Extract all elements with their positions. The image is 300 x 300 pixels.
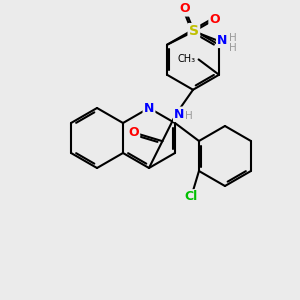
Text: N: N: [144, 101, 154, 115]
Text: O: O: [210, 13, 220, 26]
Text: CH₃: CH₃: [178, 55, 196, 64]
Text: Cl: Cl: [184, 190, 198, 203]
Text: H: H: [185, 111, 193, 121]
Text: N: N: [174, 108, 184, 121]
Text: H: H: [229, 33, 237, 43]
Text: H: H: [229, 43, 237, 53]
Text: N: N: [217, 34, 228, 47]
Text: O: O: [128, 126, 139, 139]
Text: S: S: [189, 24, 199, 38]
Text: O: O: [180, 2, 190, 15]
